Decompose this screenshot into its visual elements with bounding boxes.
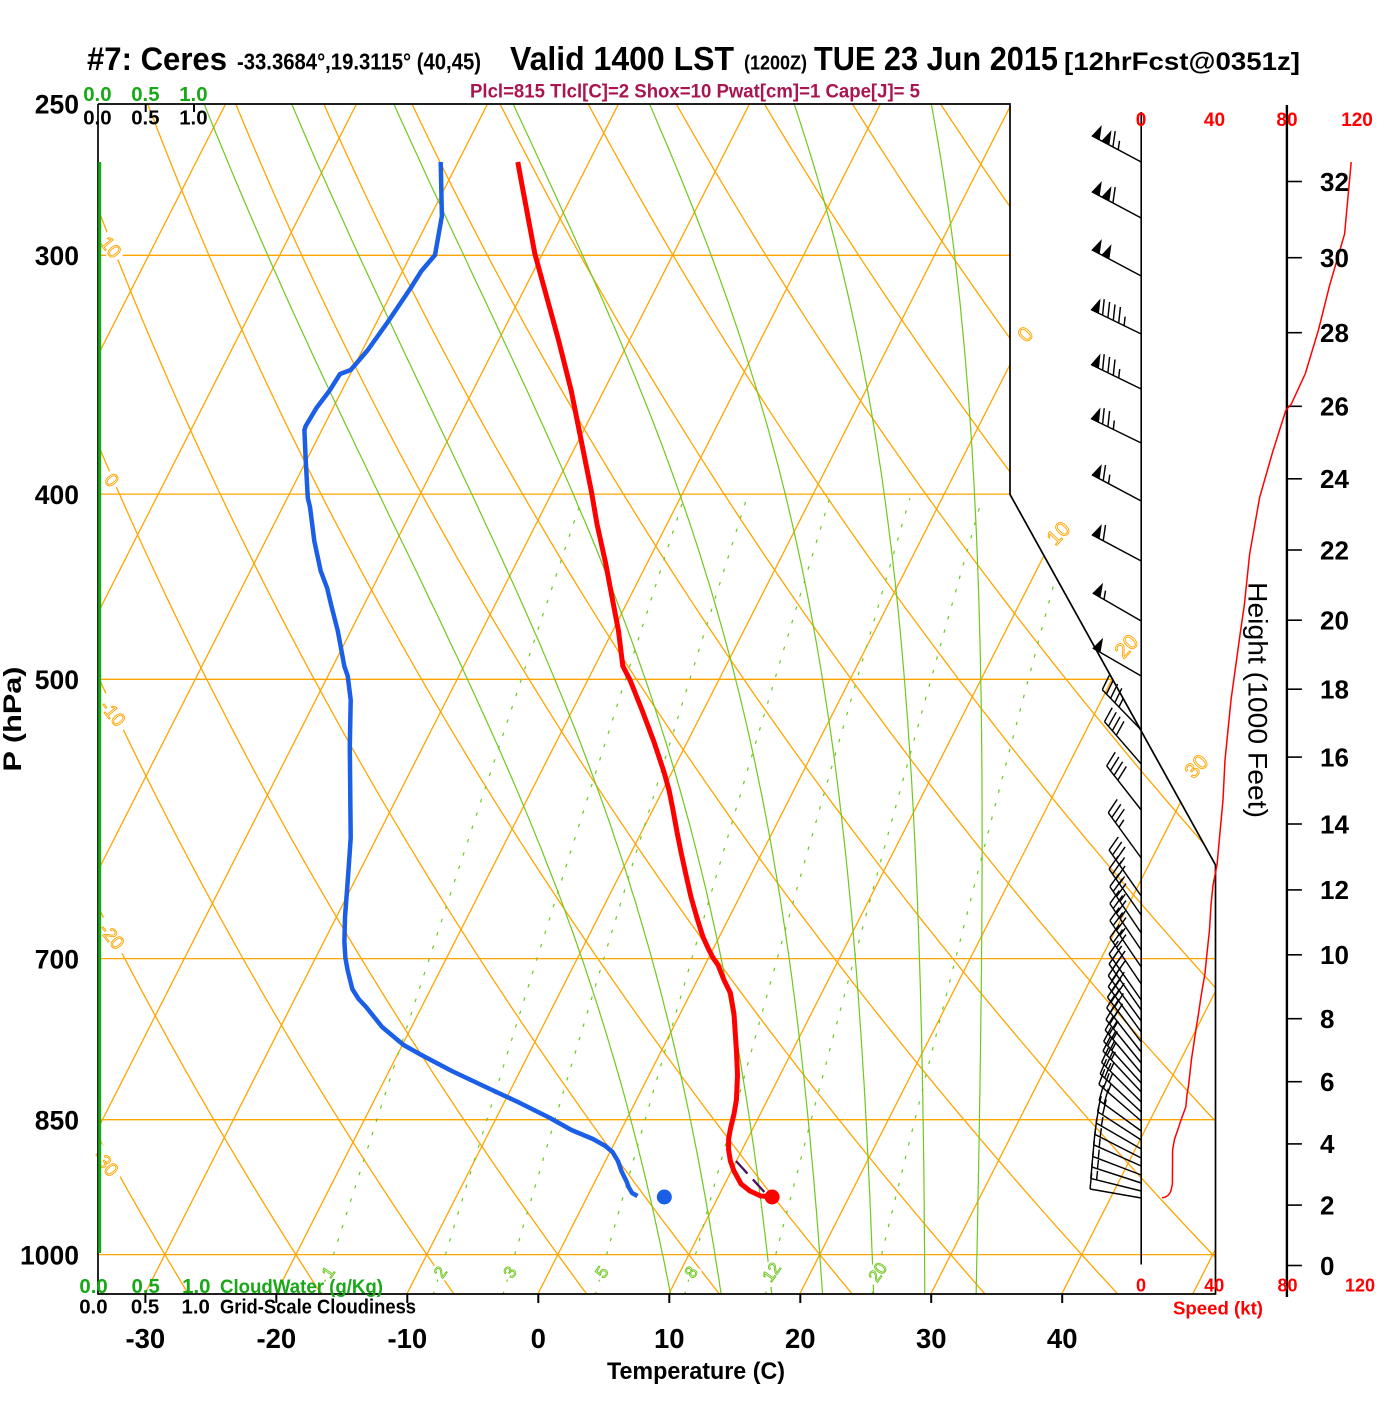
svg-text:2: 2 — [1320, 1190, 1334, 1220]
svg-text:40: 40 — [1204, 110, 1225, 131]
svg-text:-30: -30 — [125, 1323, 165, 1354]
svg-text:0: 0 — [1136, 110, 1147, 131]
svg-text:10: 10 — [1320, 940, 1349, 970]
svg-text:18: 18 — [1320, 674, 1349, 704]
svg-text:10: 10 — [654, 1323, 685, 1354]
svg-text:28: 28 — [1320, 318, 1349, 348]
svg-text:0.0: 0.0 — [83, 108, 111, 130]
svg-text:6: 6 — [1320, 1067, 1334, 1097]
svg-text:0.5: 0.5 — [131, 1297, 159, 1319]
svg-text:22: 22 — [1320, 535, 1349, 565]
svg-text:32: 32 — [1320, 167, 1349, 197]
svg-text:0.0: 0.0 — [79, 1276, 107, 1298]
svg-text:16: 16 — [1320, 742, 1349, 772]
svg-text:400: 400 — [35, 480, 79, 510]
svg-text:Height (1000 Feet): Height (1000 Feet) — [1243, 582, 1273, 818]
svg-text:40: 40 — [1204, 1276, 1224, 1296]
svg-text:850: 850 — [35, 1106, 79, 1136]
svg-text:0: 0 — [531, 1323, 546, 1354]
svg-text:250: 250 — [35, 90, 79, 120]
svg-text:20: 20 — [785, 1323, 816, 1354]
svg-text:0: 0 — [1320, 1251, 1334, 1281]
svg-text:30: 30 — [1320, 243, 1349, 273]
svg-text:0: 0 — [1136, 1276, 1146, 1296]
svg-text:Grid-Scale Cloudiness: Grid-Scale Cloudiness — [220, 1297, 416, 1319]
svg-text:4: 4 — [1320, 1129, 1335, 1159]
svg-text:Plcl=815 Tlcl[C]=2 Shox=10 Pwa: Plcl=815 Tlcl[C]=2 Shox=10 Pwat[cm]=1 Ca… — [470, 81, 920, 103]
svg-text:Speed (kt): Speed (kt) — [1173, 1298, 1263, 1319]
svg-text:1.0: 1.0 — [179, 84, 207, 106]
svg-text:Valid 1400 LST: Valid 1400 LST — [510, 40, 734, 77]
svg-text:26: 26 — [1320, 392, 1349, 422]
svg-text:(1200Z): (1200Z) — [744, 53, 807, 75]
svg-text:1.0: 1.0 — [179, 108, 207, 130]
svg-text:120: 120 — [1341, 110, 1373, 131]
svg-text:0.5: 0.5 — [131, 84, 159, 106]
svg-text:40: 40 — [1047, 1323, 1078, 1354]
svg-text:P (hPa): P (hPa) — [0, 667, 27, 772]
svg-text:12: 12 — [1320, 875, 1349, 905]
svg-text:8: 8 — [1320, 1004, 1334, 1034]
svg-text:14: 14 — [1320, 809, 1349, 839]
svg-text:24: 24 — [1320, 464, 1349, 494]
svg-text:300: 300 — [35, 241, 79, 271]
svg-text:500: 500 — [35, 665, 79, 695]
svg-text:1.0: 1.0 — [182, 1297, 210, 1319]
svg-text:CloudWater (g/Kg): CloudWater (g/Kg) — [220, 1276, 383, 1298]
svg-text:0.0: 0.0 — [79, 1297, 107, 1319]
svg-text:TUE 23 Jun 2015: TUE 23 Jun 2015 — [814, 40, 1058, 77]
svg-text:1.0: 1.0 — [182, 1276, 210, 1298]
svg-text:-33.3684°,19.3115° (40,45): -33.3684°,19.3115° (40,45) — [237, 49, 481, 75]
svg-text:1000: 1000 — [20, 1240, 79, 1270]
svg-text:0.5: 0.5 — [132, 1276, 160, 1298]
svg-text:[12hrFcst@0351z]: [12hrFcst@0351z] — [1064, 48, 1300, 76]
svg-text:80: 80 — [1277, 1276, 1297, 1296]
svg-text:Temperature (C): Temperature (C) — [607, 1358, 785, 1385]
svg-text:0.0: 0.0 — [83, 84, 111, 106]
svg-text:700: 700 — [35, 944, 79, 974]
svg-text:-20: -20 — [256, 1323, 296, 1354]
svg-text:20: 20 — [1320, 605, 1349, 635]
svg-text:#7: Ceres: #7: Ceres — [87, 41, 227, 77]
svg-text:0.5: 0.5 — [131, 108, 159, 130]
svg-text:-10: -10 — [387, 1323, 427, 1354]
svg-text:30: 30 — [916, 1323, 947, 1354]
svg-text:80: 80 — [1276, 110, 1297, 131]
svg-text:120: 120 — [1345, 1276, 1375, 1296]
